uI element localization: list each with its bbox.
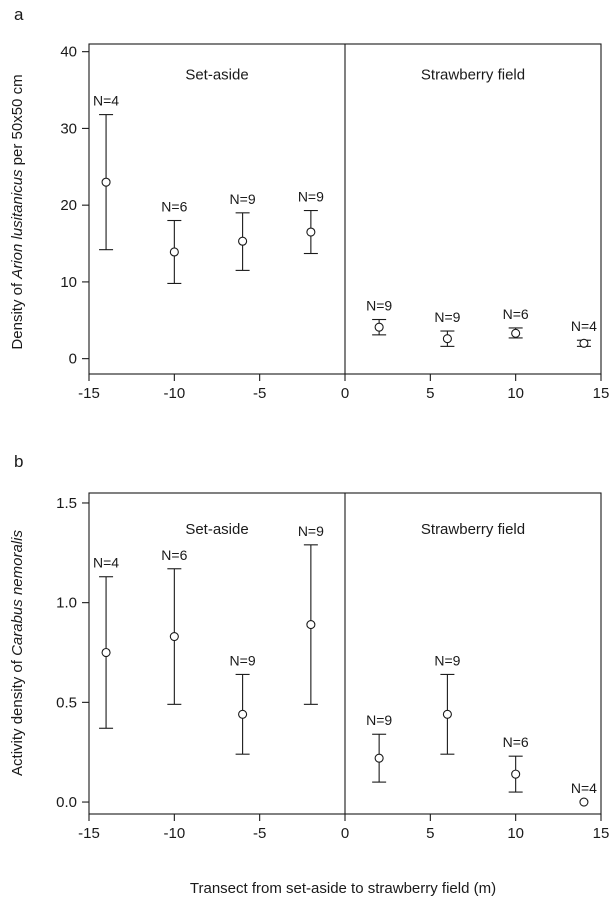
sample-size-label: N=6 [503, 734, 529, 750]
y-tick-label: 10 [60, 274, 77, 291]
mean-marker [511, 328, 521, 338]
mean-marker [442, 709, 452, 719]
x-tick-label: -15 [78, 385, 100, 402]
sample-size-label: N=9 [366, 298, 392, 314]
sample-size-label: N=9 [434, 309, 460, 325]
x-tick-label: 10 [507, 385, 524, 402]
x-tick-label: 5 [426, 825, 434, 842]
y-tick-label: 0.0 [56, 794, 77, 811]
sample-size-label: N=4 [93, 93, 119, 109]
data-point: N=4 [571, 780, 597, 807]
x-tick-label: -5 [253, 385, 266, 402]
panel-b: b -15 -10 -5 0 5 10 15 0.0 0.5 1.0 1.5 Set-aside Stra… [9, 452, 609, 842]
y-tick-label: 40 [60, 44, 77, 61]
mean-marker [511, 769, 521, 779]
x-tick-label: -5 [253, 825, 266, 842]
sample-size-label: N=9 [434, 652, 460, 668]
data-point: N=6 [161, 547, 188, 705]
sample-size-label: N=9 [298, 523, 324, 539]
y-axis-label-prefix: Activity density of [9, 656, 26, 776]
y-tick-label: 1.5 [56, 495, 77, 512]
mean-marker [169, 632, 179, 642]
x-tick-label: 0 [341, 385, 349, 402]
y-tick-label: 30 [60, 120, 77, 137]
x-tick-label: -15 [78, 825, 100, 842]
x-tick-label: 10 [507, 825, 524, 842]
mean-marker [374, 753, 384, 763]
mean-marker [306, 620, 316, 630]
data-point: N=9 [298, 189, 324, 255]
panel-a: a -15 -10 -5 0 5 10 15 0 10 20 30 40 Set-aside Strawbe… [9, 5, 609, 402]
sample-size-label: N=4 [93, 555, 119, 571]
mean-marker [579, 797, 589, 807]
y-axis-label-species: Carabus nemoralis [9, 530, 26, 656]
data-point: N=4 [571, 318, 597, 348]
mean-marker [442, 334, 452, 344]
data-point: N=9 [434, 652, 461, 755]
y-tick-label: 20 [60, 197, 77, 214]
data-point: N=9 [366, 712, 392, 783]
data-point: N=6 [503, 306, 529, 339]
sample-size-label: N=4 [571, 780, 597, 796]
mean-marker [101, 647, 111, 658]
data-point: N=9 [434, 309, 461, 347]
x-tick-label: 15 [593, 825, 610, 842]
panel-label: b [14, 452, 23, 471]
sample-size-label: N=6 [161, 547, 187, 563]
data-point: N=6 [503, 734, 529, 793]
sample-size-label: N=6 [503, 306, 529, 322]
y-axis-label: Density of Arion lusitanicus per 50x50 c… [9, 74, 26, 349]
data-point: N=9 [366, 298, 392, 336]
sample-size-label: N=9 [230, 652, 256, 668]
y-axis-label-prefix: Density of [9, 279, 26, 350]
x-tick-label: -10 [163, 385, 185, 402]
mean-marker [238, 709, 248, 719]
y-axis-label-suffix: per 50x50 cm [9, 74, 26, 169]
x-tick-label: 5 [426, 385, 434, 402]
y-axis-label: Activity density of Carabus nemoralis [9, 530, 26, 776]
region-label: Strawberry field [421, 67, 525, 84]
data-point: N=6 [161, 199, 188, 284]
region-label: Strawberry field [421, 521, 525, 538]
x-tick-label: 15 [593, 385, 610, 402]
sample-size-label: N=9 [366, 712, 392, 728]
mean-marker [306, 227, 316, 237]
y-tick-label: 1.0 [56, 595, 77, 612]
sample-size-label: N=9 [230, 191, 256, 207]
sample-size-label: N=4 [571, 318, 597, 334]
x-tick-label: -10 [163, 825, 185, 842]
y-tick-label: 0 [69, 351, 77, 368]
data-point: N=9 [298, 523, 324, 705]
x-tick-label: 0 [341, 825, 349, 842]
data-point: N=4 [93, 555, 119, 729]
mean-marker [169, 247, 179, 257]
mean-marker [579, 338, 589, 348]
x-axis-label: Transect from set-aside to strawberry fi… [190, 880, 496, 897]
sample-size-label: N=6 [161, 199, 187, 215]
data-point: N=9 [230, 191, 256, 271]
data-point: N=4 [93, 93, 119, 251]
panel-label: a [14, 5, 24, 24]
region-label: Set-aside [185, 67, 248, 84]
mean-marker [238, 236, 248, 246]
y-tick-label: 0.5 [56, 694, 77, 711]
sample-size-label: N=9 [298, 189, 324, 205]
mean-marker [374, 322, 384, 332]
mean-marker [101, 177, 111, 187]
region-label: Set-aside [185, 521, 248, 538]
y-axis-label-species: Arion lusitanicus [9, 169, 26, 280]
data-point: N=9 [230, 652, 256, 755]
